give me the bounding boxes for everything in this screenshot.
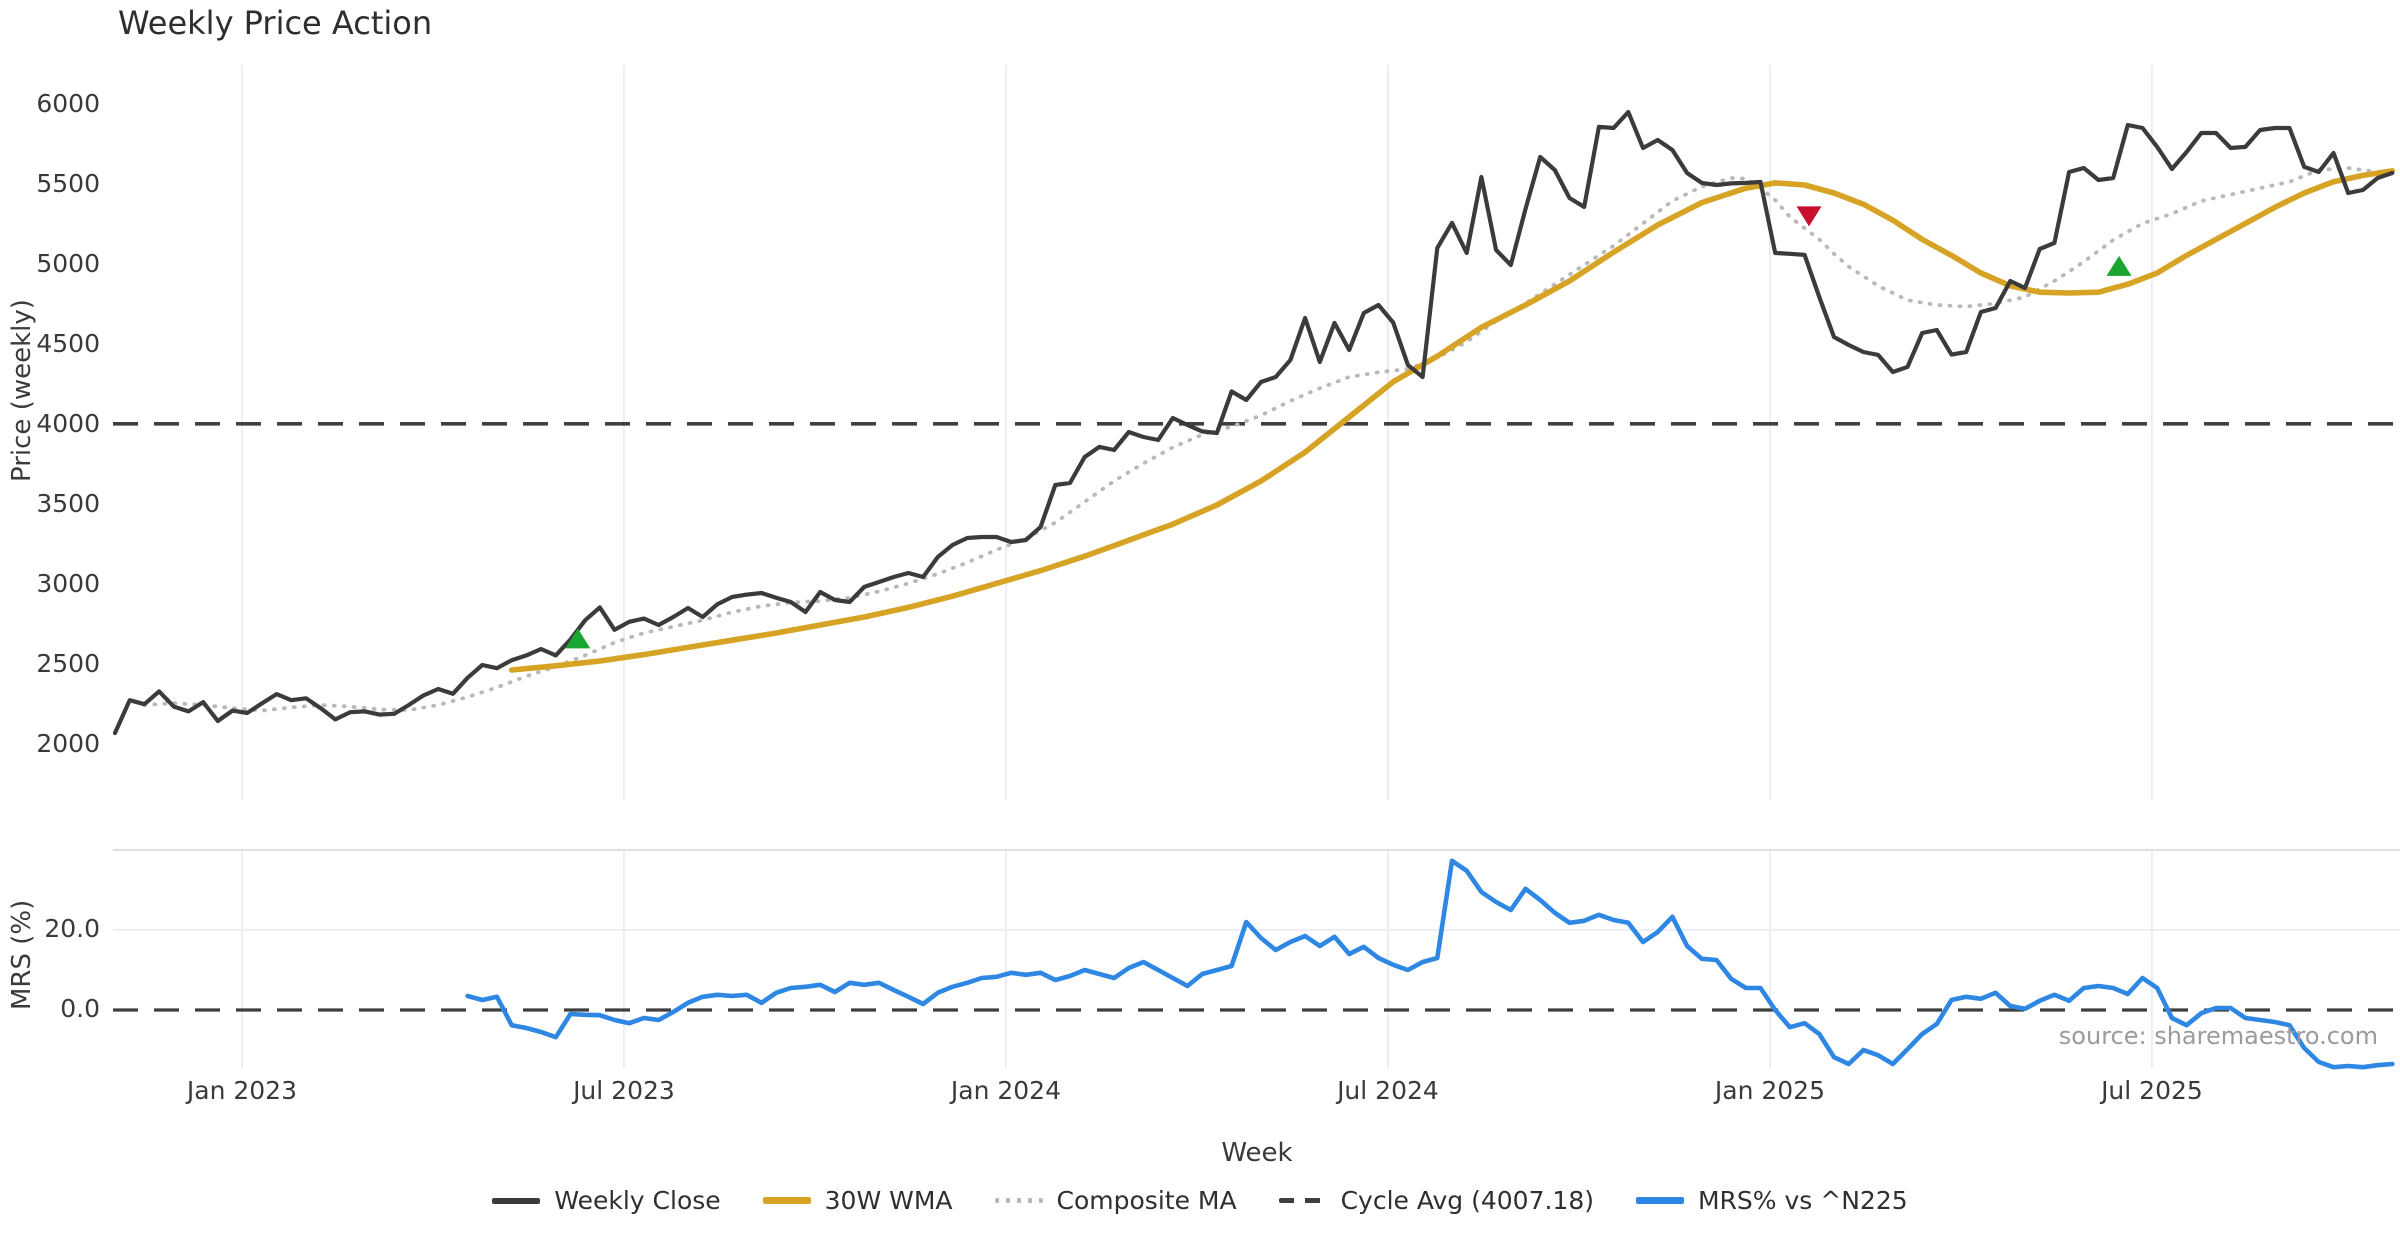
- buy-signal-marker: [565, 628, 591, 649]
- buy-signal-marker: [2106, 255, 2132, 276]
- legend-item-mrs-vs-n225: MRS% vs ^N225: [1635, 1186, 1908, 1215]
- price-tick-label: 3500: [36, 489, 100, 518]
- mrs-tick-label: 0.0: [60, 994, 100, 1023]
- legend-item-cycle-avg-4007-18: Cycle Avg (4007.18): [1278, 1186, 1594, 1215]
- price-tick-label: 5500: [36, 169, 100, 198]
- line-sample-icon: [762, 1197, 811, 1204]
- mrs-tick-label: 20.0: [44, 914, 100, 943]
- legend-label: Cycle Avg (4007.18): [1340, 1186, 1594, 1215]
- weekly-close-line: [112, 109, 2395, 736]
- legend-label: Composite MA: [1056, 1186, 1237, 1215]
- price-tick-label: 2000: [36, 729, 100, 758]
- legend-label: 30W WMA: [824, 1186, 953, 1215]
- mrs-line: [465, 858, 2395, 1070]
- price-tick-label: 4000: [36, 409, 100, 438]
- date-tick-label: Jul 2023: [573, 1076, 675, 1105]
- line-sample-icon: [1278, 1198, 1327, 1203]
- date-tick-label: Jan 2023: [186, 1076, 297, 1105]
- chart-title: Weekly Price Action: [118, 4, 433, 42]
- source-note: source: sharemaestro.com: [2058, 1022, 2378, 1050]
- date-tick-label: Jan 2025: [1714, 1076, 1825, 1105]
- wma-line: [508, 168, 2396, 673]
- legend-item-30w-wma: 30W WMA: [762, 1186, 953, 1215]
- composite-ma-line: [142, 166, 2395, 713]
- line-sample-icon: [994, 1198, 1043, 1203]
- x-axis-label: Week: [1221, 1138, 1293, 1168]
- legend-label: MRS% vs ^N225: [1697, 1186, 1908, 1215]
- line-sample-icon: [1635, 1197, 1684, 1204]
- date-tick-label: Jul 2025: [2101, 1076, 2203, 1105]
- price-tick-label: 6000: [36, 89, 100, 118]
- date-tick-label: Jan 2024: [950, 1076, 1061, 1105]
- legend-item-weekly-close: Weekly Close: [492, 1186, 721, 1215]
- line-sample-icon: [492, 1197, 541, 1204]
- legend-label: Weekly Close: [554, 1186, 721, 1215]
- price-tick-label: 2500: [36, 649, 100, 678]
- date-tick-label: Jul 2024: [1337, 1076, 1439, 1105]
- legend-item-composite-ma: Composite MA: [994, 1186, 1237, 1215]
- sell-signal-marker: [1796, 206, 1822, 227]
- price-tick-label: 4500: [36, 329, 100, 358]
- legend: Weekly Close 30W WMA Composite MA Cycle Avg…: [0, 1186, 2400, 1215]
- price-tick-label: 5000: [36, 249, 100, 278]
- price-tick-label: 3000: [36, 569, 100, 598]
